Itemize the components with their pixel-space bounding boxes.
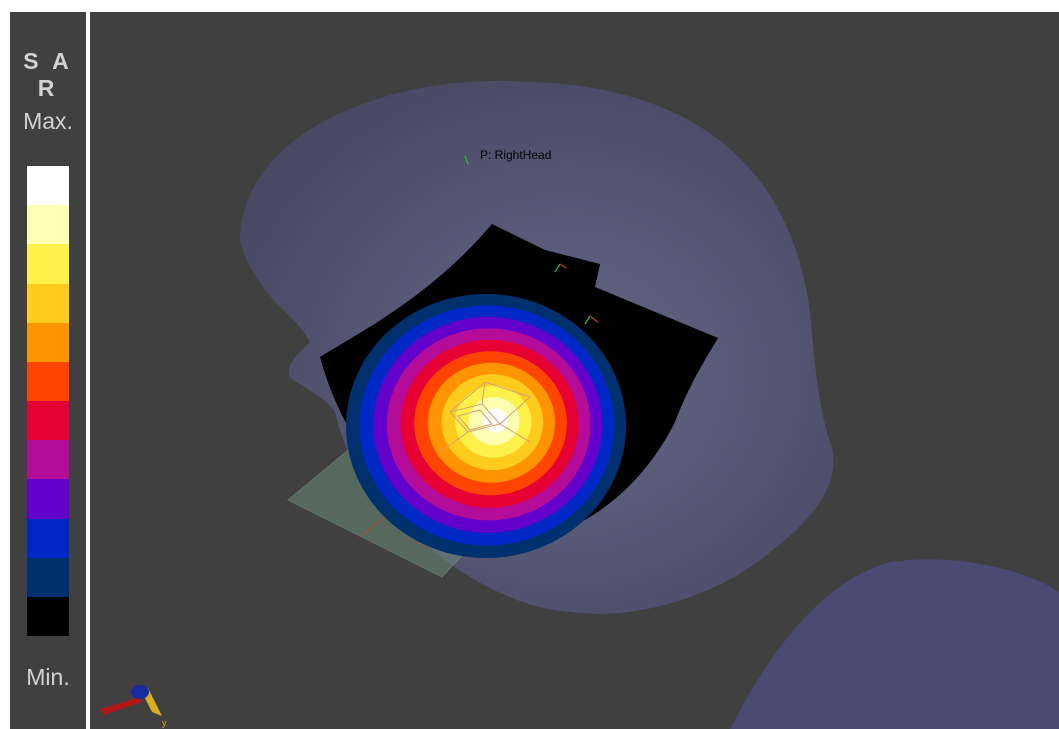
color-swatch-7 [27, 440, 69, 480]
color-swatch-1 [27, 205, 69, 245]
axis-label-y: y [162, 718, 167, 728]
color-swatch-2 [27, 244, 69, 284]
color-scale-bar [27, 166, 69, 637]
panel-divider [86, 0, 90, 729]
color-swatch-0 [27, 166, 69, 206]
legend-max-label: Max. [23, 108, 73, 134]
color-swatch-5 [27, 361, 69, 402]
plate-axis [359, 516, 386, 538]
color-swatch-10 [27, 557, 69, 597]
legend-min-label: Min. [26, 664, 70, 690]
shoulder-model [730, 559, 1059, 729]
sar-contours [346, 294, 626, 558]
legend-title: S A R [23, 48, 73, 101]
color-swatch-11 [27, 596, 69, 637]
3d-scene[interactable]: P: RightHead y [90, 12, 1059, 729]
3d-viewport[interactable]: P: RightHead y [90, 12, 1059, 729]
probe-frame [439, 381, 531, 453]
sar-legend-panel: S A R Max. Min. [10, 12, 86, 729]
probe-markers [464, 155, 599, 325]
color-swatch-4 [27, 322, 69, 362]
color-swatch-8 [27, 479, 69, 519]
orientation-axes-icon[interactable]: y [100, 685, 167, 728]
marker-label: P: RightHead [480, 148, 551, 162]
color-swatch-9 [27, 518, 69, 558]
color-swatch-3 [27, 283, 69, 323]
color-swatch-6 [27, 401, 69, 441]
